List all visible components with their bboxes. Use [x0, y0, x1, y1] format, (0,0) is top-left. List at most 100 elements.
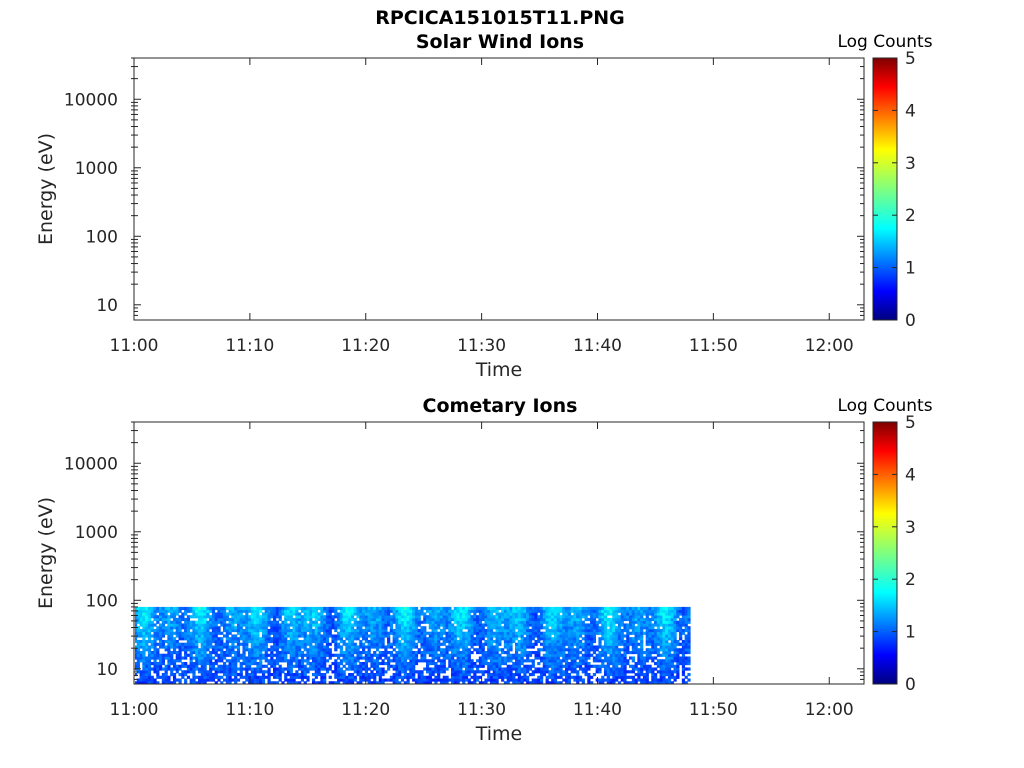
spectrogram-cell — [197, 678, 202, 682]
spectrogram-cell — [317, 659, 321, 663]
spectrogram-cell — [239, 631, 243, 635]
spectrogram-cell — [409, 631, 413, 635]
spectrogram-cell — [195, 656, 199, 660]
spectrogram-cell — [256, 664, 260, 668]
spectrogram-cell — [245, 609, 249, 613]
spectrogram-cell — [506, 626, 510, 630]
spectrogram-cell — [517, 664, 521, 668]
spectrogram-cell — [170, 639, 174, 644]
spectrogram-cell — [295, 642, 299, 646]
spectrogram-cell — [517, 661, 521, 666]
spectrogram-cell — [420, 626, 424, 630]
spectrogram-cell — [135, 639, 138, 644]
spectrogram-cell — [222, 661, 227, 666]
spectrogram-cell — [225, 637, 229, 641]
spectrogram-cell — [556, 659, 560, 663]
spectrogram-cell — [395, 617, 399, 622]
spectrogram-cell — [337, 623, 341, 627]
spectrogram-cell — [612, 634, 616, 638]
spectrogram-cell — [512, 606, 516, 611]
spectrogram-cell — [573, 606, 577, 611]
spectrogram-cell — [659, 661, 663, 666]
spectrogram-cell — [250, 667, 254, 671]
spectrogram-cell — [453, 606, 457, 611]
spectrogram-cell — [573, 637, 577, 641]
spectrogram-cell — [542, 639, 546, 644]
spectrogram-cell — [203, 634, 207, 638]
spectrogram-cell — [667, 645, 672, 649]
spectrogram-cell — [356, 637, 360, 641]
spectrogram-cell — [684, 606, 688, 611]
spectrogram-cell — [531, 637, 535, 641]
spectrogram-cell — [328, 653, 332, 657]
spectrogram-cell — [298, 612, 302, 616]
spectrogram-cell — [448, 617, 452, 622]
spectrogram-cell — [478, 661, 483, 666]
spectrogram-cell — [320, 620, 324, 624]
spectrogram-cell — [275, 672, 280, 677]
spectrogram-cell — [314, 637, 318, 641]
spectrogram-cell — [612, 642, 616, 646]
spectrogram-cell — [298, 653, 302, 657]
spectrogram-cell — [259, 667, 263, 671]
spectrogram-cell — [478, 637, 483, 641]
spectrogram-cell — [409, 612, 413, 616]
spectrogram-cell — [587, 667, 591, 671]
spectrogram-cell — [451, 648, 455, 652]
spectrogram-cell — [501, 675, 505, 679]
spectrogram-cell — [634, 645, 638, 649]
spectrogram-cell — [520, 650, 524, 655]
spectrogram-cell — [139, 656, 143, 660]
spectrogram-cell — [520, 626, 524, 630]
spectrogram-cell — [317, 637, 321, 641]
spectrogram-cell — [334, 667, 338, 671]
spectrogram-cell — [509, 670, 513, 674]
spectrogram-cell — [159, 653, 163, 657]
spectrogram-cell — [412, 661, 416, 666]
spectrogram-cell — [587, 661, 591, 666]
spectrogram-cell — [170, 659, 174, 663]
spectrogram-cell — [517, 645, 521, 649]
spectrogram-cell — [284, 637, 288, 641]
spectrogram-cell — [145, 617, 149, 622]
spectrogram-cell — [567, 653, 572, 657]
spectrogram-cell — [615, 612, 619, 616]
spectrogram-cell — [225, 631, 229, 635]
spectrogram-cell — [562, 623, 566, 627]
spectrogram-cell — [222, 615, 227, 619]
spectrogram-cell — [492, 681, 496, 684]
spectrogram-cell — [545, 623, 549, 627]
spectrogram-cell — [654, 606, 658, 611]
spectrogram-cell — [375, 634, 380, 638]
spectrogram-cell — [320, 648, 324, 652]
spectrogram-cell — [267, 639, 271, 644]
spectrogram-cell — [414, 653, 419, 657]
spectrogram-cell — [576, 615, 580, 619]
spectrogram-cell — [489, 612, 494, 616]
spectrogram-cell — [362, 661, 366, 666]
spectrogram-cell — [651, 672, 655, 677]
spectrogram-cell — [236, 626, 241, 630]
spectrogram-cell — [615, 620, 619, 624]
spectrogram-cell — [145, 606, 149, 611]
spectrogram-cell — [375, 670, 380, 674]
spectrogram-cell — [501, 620, 505, 624]
spectrogram-cell — [273, 637, 277, 641]
spectrogram-cell — [217, 628, 221, 633]
spectrogram-cell — [135, 664, 138, 668]
spectrogram-cell — [209, 615, 213, 619]
spectrogram-cell — [222, 667, 227, 671]
spectrogram-cell — [164, 653, 168, 657]
spectrogram-cell — [406, 642, 410, 646]
spectrogram-cell — [253, 667, 257, 671]
spectrogram-cell — [289, 678, 293, 682]
spectrogram-cell — [456, 675, 460, 679]
spectrogram-cell — [239, 615, 243, 619]
spectrogram-cell — [481, 659, 485, 663]
spectrogram-cell — [323, 606, 327, 611]
spectrogram-cell — [275, 620, 280, 624]
spectrogram-cell — [623, 661, 627, 666]
spectrogram-cell — [434, 664, 438, 668]
spectrogram-cell — [147, 672, 152, 677]
spectrogram-cell — [142, 667, 146, 671]
